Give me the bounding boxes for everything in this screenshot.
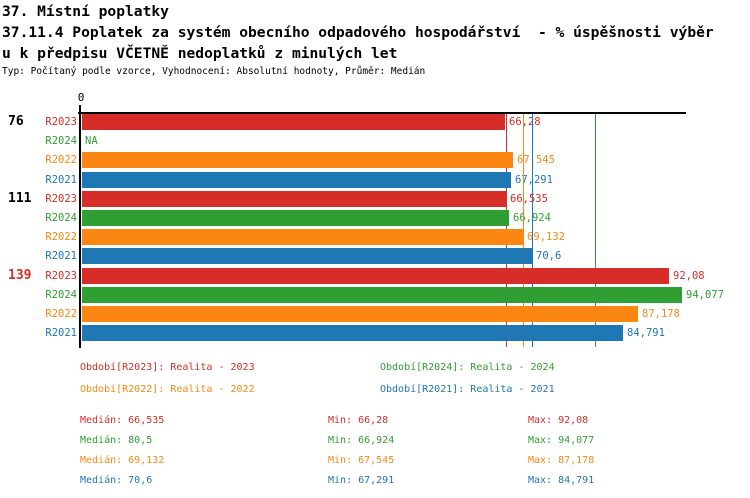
chart-title-line-1: 37.11.4 Poplatek za systém obecního odpa…	[2, 24, 714, 41]
bar-R2024	[82, 287, 682, 303]
series-label-R2021: R2021	[45, 250, 77, 262]
bar-value-label-R2023: 92,08	[673, 270, 705, 282]
bar-value-label-R2022: 69,132	[527, 231, 565, 243]
legend-item-R2021: Období[R2021]: Realita - 2021	[380, 384, 555, 395]
series-label-R2022: R2022	[45, 154, 77, 166]
legend-item-R2024: Období[R2024]: Realita - 2024	[380, 362, 555, 373]
bar-R2021	[82, 248, 532, 264]
stat-median-R2022: Medián: 69,132	[80, 455, 165, 466]
stat-min-R2023: Min: 66,28	[328, 415, 389, 426]
report-section-title: 37. Místní poplatky	[2, 3, 169, 20]
chart-subtitle: Typ: Počítaný podle vzorce, Vyhodnocení:…	[2, 66, 426, 77]
bar-value-label-R2024: 66,924	[513, 212, 551, 225]
series-label-R2021: R2021	[45, 327, 77, 339]
bar-value-label-R2021: 67,291	[515, 174, 553, 186]
na-label-R2024: NA	[85, 135, 98, 147]
group-label-139: 139	[8, 268, 32, 283]
stat-min-R2021: Min: 67,291	[328, 475, 395, 486]
bar-R2021	[82, 325, 623, 341]
stat-max-R2023: Max: 92,08	[528, 415, 589, 426]
y-axis-line	[79, 105, 81, 348]
series-label-R2023: R2023	[45, 270, 77, 282]
stat-min-R2022: Min: 67,545	[328, 455, 395, 466]
group-label-76: 76	[8, 114, 24, 129]
bar-R2023	[82, 191, 506, 207]
bar-value-label-R2021: 84,791	[627, 327, 665, 339]
stat-median-R2021: Medián: 70,6	[80, 475, 153, 486]
series-label-R2021: R2021	[45, 174, 77, 186]
series-label-R2022: R2022	[45, 231, 77, 243]
series-label-R2024: R2024	[45, 212, 77, 224]
bar-value-label-R2022: 87,178	[642, 308, 680, 320]
bar-R2023	[82, 114, 505, 130]
stat-max-R2021: Max: 84,791	[528, 475, 595, 486]
bar-R2023	[82, 268, 669, 284]
stat-median-R2023: Medián: 66,535	[80, 415, 165, 426]
series-label-R2024: R2024	[45, 135, 77, 147]
axis-origin-tick-label: 0	[77, 91, 85, 104]
bar-R2022	[82, 152, 513, 168]
series-label-R2022: R2022	[45, 308, 77, 320]
bar-value-label-R2023: 66,535	[510, 193, 548, 205]
bar-chart: 0 76 R2023 66,28 R2024 NA R2022 67,545 R2021 67,…	[8, 91, 724, 348]
bar-value-label-R2022: 67,545	[517, 154, 555, 166]
bar-value-label-R2023: 66,28	[509, 116, 541, 128]
bar-R2022	[82, 229, 523, 245]
chart-title-line-2: u k předpisu VČETNĚ nedoplatků z minulýc…	[2, 45, 398, 62]
stat-min-R2024: Min: 66,924	[328, 435, 395, 446]
bar-R2022	[82, 306, 638, 322]
bar-R2021	[82, 172, 511, 188]
legend-item-R2023: Období[R2023]: Realita - 2023	[80, 362, 255, 373]
bar-value-label-R2024: 94,077	[686, 289, 724, 301]
bar-value-label-R2021: 70,6	[536, 250, 562, 262]
legend-item-R2022: Období[R2022]: Realita - 2022	[80, 384, 255, 395]
stat-max-R2022: Max: 87,178	[528, 455, 595, 466]
stat-max-R2024: Max: 94,077	[528, 435, 595, 446]
median-line-R2021	[532, 114, 533, 347]
median-line-R2022	[523, 114, 524, 347]
stat-median-R2024: Medián: 80,5	[80, 435, 153, 446]
bar-R2024	[82, 210, 509, 226]
series-label-R2023: R2023	[45, 193, 77, 205]
x-axis-line	[78, 112, 686, 114]
median-line-R2024	[595, 114, 596, 347]
group-label-111: 111	[8, 191, 32, 206]
series-label-R2023: R2023	[45, 116, 77, 128]
series-label-R2024: R2024	[45, 289, 77, 301]
